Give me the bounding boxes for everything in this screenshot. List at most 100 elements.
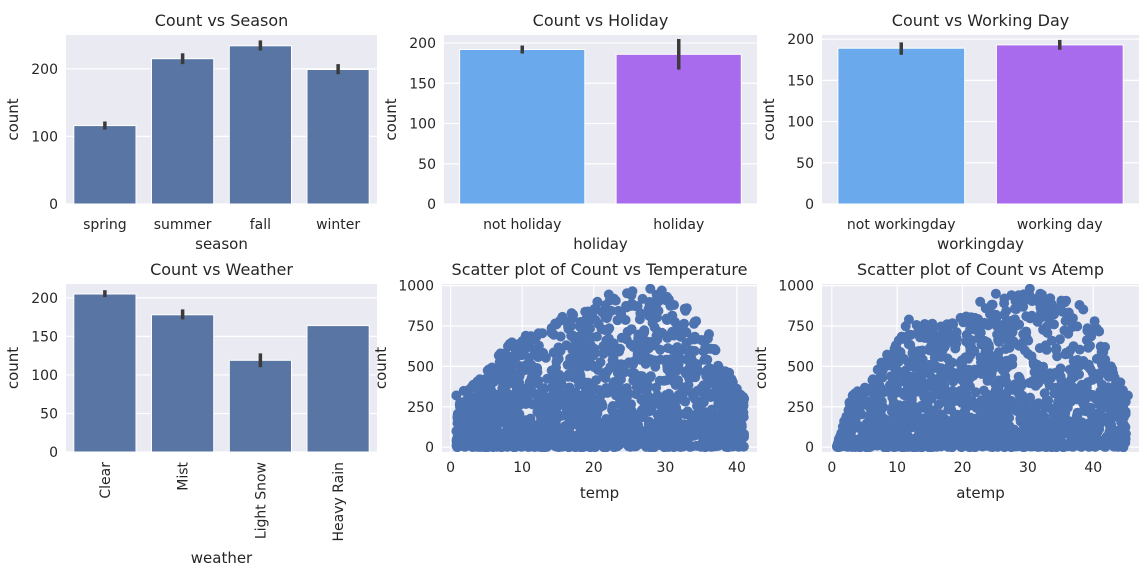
y-tick-label: 50 (418, 157, 436, 173)
scatter-point (955, 387, 965, 398)
scatter-point (713, 389, 724, 400)
scatter-point (530, 378, 541, 389)
scatter-point (626, 411, 637, 422)
scatter-point (1061, 414, 1072, 425)
subplot-6: 0 250 500 750 1000 0 10 20 30 40 Scatter plot of C… (752, 260, 1139, 502)
bar (306, 69, 370, 205)
chart-title: Count vs Weather (150, 260, 293, 279)
scatter-point (513, 394, 524, 405)
scatter-point (555, 331, 566, 342)
scatter-point (886, 441, 897, 452)
scatter-point (522, 398, 533, 409)
scatter-point (691, 316, 702, 327)
scatter-point (888, 375, 899, 386)
x-axis-label: holiday (573, 235, 628, 253)
scatter-point (886, 406, 897, 417)
scatter-point (636, 394, 647, 405)
scatter-point (882, 428, 893, 439)
x-tick-label: 10 (888, 460, 906, 476)
scatter-point (614, 416, 625, 427)
scatter-point (513, 409, 523, 419)
scatter-point (928, 347, 939, 358)
scatter-point (917, 345, 928, 356)
scatter-point (711, 376, 722, 387)
scatter-point (933, 410, 944, 421)
scatter-point (1059, 325, 1070, 336)
scatter-point (936, 363, 947, 374)
scatter-point (675, 421, 686, 432)
scatter-point (622, 391, 632, 402)
scatter-point (726, 401, 737, 412)
scatter-point (993, 396, 1004, 407)
scatter-point (1056, 375, 1067, 386)
scatter-point (975, 296, 986, 307)
scatter-point (959, 407, 970, 418)
scatter-point (673, 375, 684, 386)
scatter-point (966, 371, 977, 382)
scatter-point (921, 325, 932, 336)
scatter-point (1087, 390, 1098, 401)
y-tick-label: 0 (425, 440, 434, 456)
scatter-point (574, 438, 585, 449)
scatter-point (977, 432, 988, 442)
y-tick-label: 750 (407, 319, 434, 335)
scatter-point (710, 436, 721, 447)
scatter-point (894, 400, 905, 411)
scatter-point (948, 376, 959, 387)
scatter-point (1085, 340, 1095, 351)
scatter-point (663, 442, 674, 452)
scatter-point (607, 355, 618, 366)
y-tick-label: 150 (409, 76, 436, 92)
scatter-point (538, 386, 548, 397)
scatter-point (1054, 334, 1065, 345)
scatter-point (655, 400, 666, 411)
scatter-point (583, 407, 594, 418)
scatter-point (915, 332, 925, 343)
scatter-point (701, 387, 712, 398)
scatter-point (681, 303, 692, 314)
scatter-point (973, 412, 984, 423)
scatter-point (452, 441, 463, 451)
scatter-point (1072, 367, 1083, 378)
scatter-point (1068, 382, 1079, 393)
x-tick-label: 40 (728, 460, 746, 476)
x-axis-label: workingday (937, 235, 1024, 253)
scatter-point (954, 440, 965, 451)
scatter-point (665, 400, 676, 411)
scatter-point (492, 374, 503, 385)
scatter-point (545, 439, 555, 450)
scatter-point (1091, 435, 1102, 446)
scatter-point (595, 422, 606, 433)
scatter-point (557, 392, 567, 403)
scatter-point (990, 288, 1001, 299)
scatter-point (1100, 342, 1110, 352)
scatter-point (914, 365, 925, 376)
scatter-point (625, 440, 636, 451)
scatter-point (1027, 441, 1038, 452)
bar (615, 53, 742, 205)
scatter-point (525, 361, 536, 372)
scatter-point (689, 334, 700, 345)
scatter-point (482, 419, 493, 430)
scatter-point (486, 439, 497, 450)
x-tick-label: not holiday (483, 217, 561, 233)
y-tick-label: 100 (787, 115, 814, 131)
scatter-point (643, 381, 654, 392)
scatter-point (620, 428, 630, 439)
scatter-point (642, 432, 653, 443)
scatter-point (679, 440, 690, 451)
scatter-point (1063, 309, 1074, 320)
scatter-point (889, 343, 900, 354)
scatter-point (1065, 427, 1076, 438)
scatter-point (947, 357, 958, 368)
scatter-point (1024, 284, 1035, 294)
y-tick-label: 0 (805, 440, 814, 456)
scatter-point (899, 433, 910, 444)
scatter-point (721, 390, 732, 401)
scatter-points (832, 284, 1133, 452)
scatter-point (1035, 288, 1046, 299)
scatter-point (1086, 409, 1097, 420)
scatter-point (1015, 376, 1026, 387)
scatter-point (602, 387, 613, 398)
scatter-point (1111, 377, 1122, 388)
